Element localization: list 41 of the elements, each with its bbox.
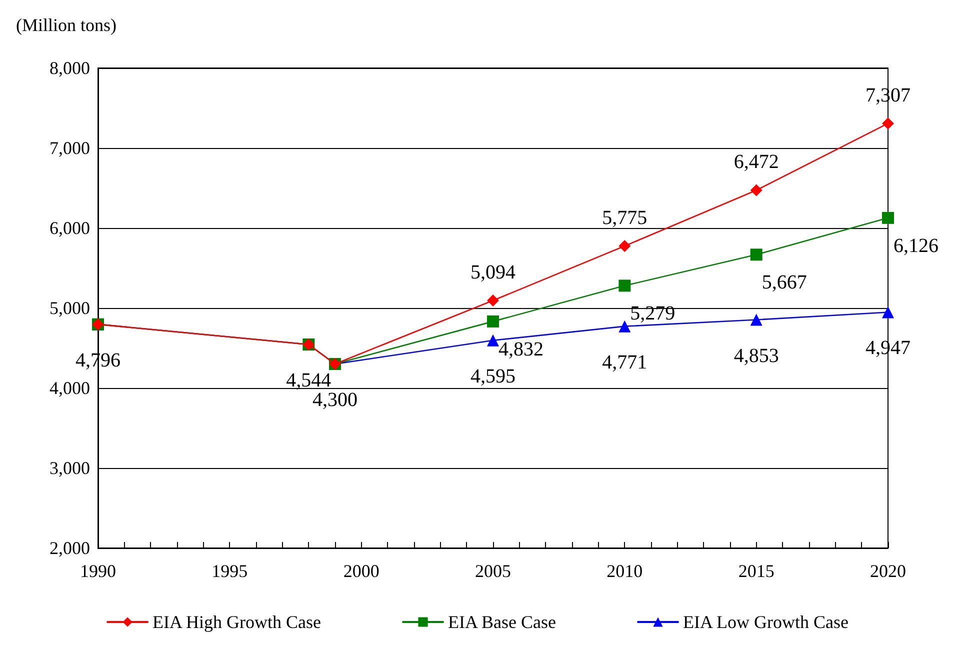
point [882, 212, 894, 224]
data-label: 4,771 [602, 351, 648, 374]
data-label: 6,472 [734, 151, 779, 174]
x-tick-label: 2010 [606, 561, 643, 581]
x-tick-label: 1995 [212, 561, 248, 581]
y-tick-label: 2,000 [50, 538, 90, 558]
point [882, 306, 894, 318]
y-tick-label: 7,000 [50, 138, 90, 158]
point [618, 280, 631, 292]
data-label: 4,544 [286, 369, 332, 392]
point [750, 248, 762, 261]
legend-label: EIA Low Growth Case [682, 612, 848, 632]
point [750, 184, 762, 196]
data-label: 5,667 [762, 272, 807, 294]
legend-label: EIA High Growth Case [152, 612, 322, 632]
data-label: 4,595 [470, 365, 516, 388]
data-label: 5,094 [470, 261, 516, 284]
point [882, 117, 894, 130]
y-axis-title: (Million tons) [16, 15, 117, 35]
y-tick-label: 5,000 [50, 298, 90, 318]
x-tick-label: 2000 [343, 561, 380, 581]
x-tick-label: 1990 [80, 561, 116, 581]
y-tick-label: 3,000 [50, 458, 90, 478]
point [618, 320, 631, 332]
point [487, 334, 499, 346]
y-tick-label: 4,000 [50, 378, 90, 398]
y-tick-label: 6,000 [50, 218, 90, 238]
data-label: 4,832 [498, 338, 544, 360]
point [750, 314, 762, 326]
x-tick-label: 2015 [738, 561, 774, 581]
data-label: 5,775 [602, 207, 648, 229]
x-tick-label: 2005 [475, 561, 511, 581]
legend-label: EIA Base Case [448, 612, 556, 632]
data-label: 6,126 [894, 234, 938, 257]
data-label: 4,853 [734, 344, 779, 367]
point [487, 315, 499, 328]
y-tick-label: 8,000 [50, 58, 90, 78]
data-label: 4,300 [312, 389, 358, 411]
point [618, 240, 631, 252]
point [487, 294, 499, 306]
x-tick-label: 2020 [870, 561, 906, 581]
